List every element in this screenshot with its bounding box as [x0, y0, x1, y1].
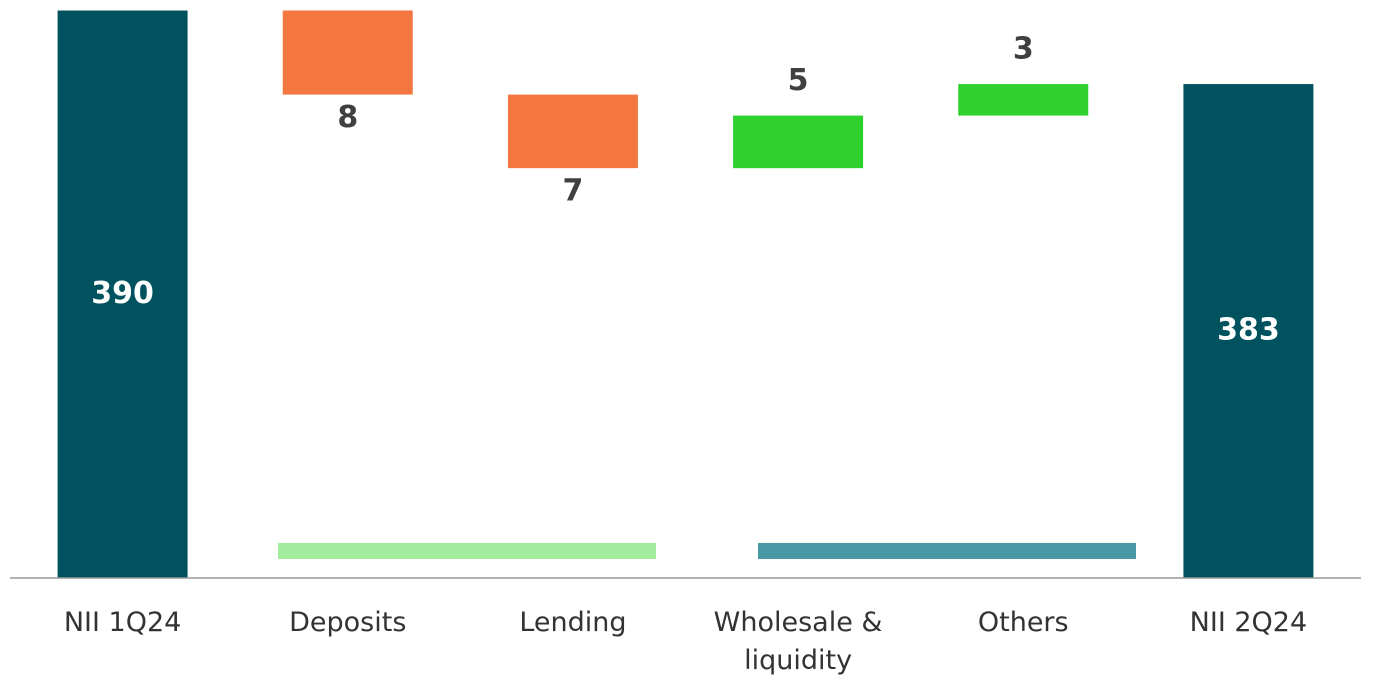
x-tick-label: Others — [977, 607, 1069, 638]
x-tick-label: Wholesale & liquidity — [713, 607, 883, 676]
bar — [958, 84, 1089, 116]
bar — [507, 94, 638, 169]
bar — [1183, 84, 1314, 578]
group-band — [278, 543, 656, 559]
bar — [282, 10, 413, 95]
x-tick-label: Deposits — [289, 607, 407, 638]
group-band — [758, 543, 1136, 559]
value-label: 383 — [1217, 313, 1280, 348]
value-label: 3 — [1013, 32, 1034, 67]
bar — [733, 115, 864, 169]
bar — [57, 10, 188, 578]
x-tick-label: Lending — [519, 607, 627, 638]
x-tick-label: NII 2Q24 — [1189, 607, 1308, 638]
value-label: 8 — [337, 100, 358, 135]
x-tick-label: NII 1Q24 — [63, 607, 182, 638]
value-label: 5 — [788, 63, 809, 98]
value-label: 390 — [91, 276, 154, 311]
value-label: 7 — [562, 174, 583, 209]
